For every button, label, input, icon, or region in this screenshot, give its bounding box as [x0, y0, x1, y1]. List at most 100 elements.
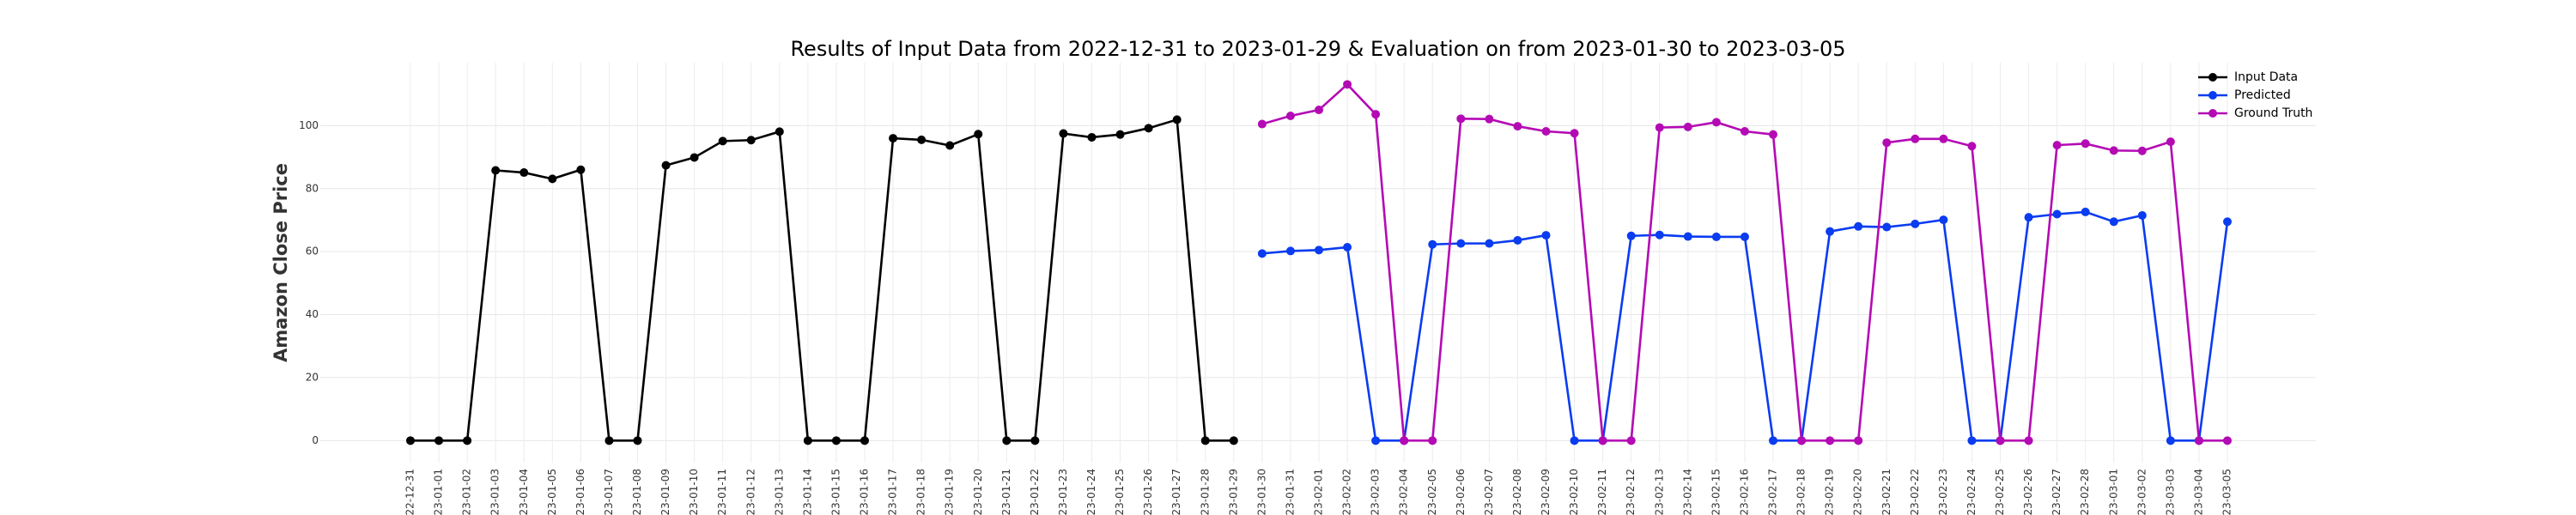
- data-point: [746, 136, 756, 145]
- legend-marker: [2208, 109, 2217, 118]
- data-point: [1711, 232, 1721, 241]
- y-axis-label: Amazon Close Price: [270, 163, 291, 362]
- x-tick-label: 2023-01-21: [1000, 469, 1012, 515]
- x-tick-label: 2023-01-03: [489, 469, 501, 515]
- data-point: [1371, 110, 1381, 119]
- data-point: [2081, 139, 2090, 148]
- x-tick-label: 2023-02-17: [1767, 469, 1779, 515]
- chart-title: Results of Input Data from 2022-12-31 to…: [790, 37, 1845, 61]
- data-point: [1087, 132, 1097, 142]
- x-tick-label: 2023-01-19: [944, 469, 956, 515]
- x-tick-label: 2023-01-30: [1255, 469, 1267, 515]
- data-point: [1229, 436, 1238, 445]
- data-point: [406, 436, 415, 445]
- x-tick-label: 2023-02-10: [1568, 469, 1580, 515]
- data-point: [1257, 249, 1267, 258]
- data-point: [1343, 80, 1352, 89]
- x-tick-label: 2023-01-13: [773, 469, 785, 515]
- y-tick-label: 80: [306, 182, 319, 194]
- data-point: [1882, 138, 1892, 148]
- data-point: [1626, 231, 1636, 240]
- x-tick-label: 2023-02-09: [1540, 469, 1552, 515]
- data-point: [831, 436, 841, 445]
- x-tick-label: 2023-02-20: [1852, 469, 1864, 515]
- x-tick-label: 2023-01-18: [915, 469, 927, 515]
- data-point: [2109, 217, 2118, 227]
- x-tick-label: 2023-02-04: [1398, 469, 1410, 515]
- data-point: [2223, 217, 2232, 227]
- x-tick-label: 2023-01-20: [972, 469, 984, 515]
- data-point: [1315, 106, 1323, 115]
- data-point: [2223, 436, 2232, 445]
- x-tick-label: 2023-01-26: [1142, 469, 1154, 515]
- x-tick-label: 2023-02-11: [1596, 469, 1608, 515]
- x-tick-label: 2023-01-05: [546, 469, 558, 515]
- data-point: [1485, 239, 1494, 248]
- data-point: [1513, 235, 1522, 245]
- x-tick-label: 2023-01-22: [1029, 469, 1041, 515]
- data-point: [1257, 119, 1267, 129]
- x-tick-label: 2023-02-02: [1341, 469, 1353, 515]
- data-point: [2081, 207, 2090, 216]
- data-point: [1315, 245, 1323, 255]
- data-point: [633, 436, 642, 445]
- legend-marker: [2208, 91, 2217, 100]
- x-tick-label: 2023-02-28: [2079, 469, 2091, 515]
- data-point: [803, 436, 812, 445]
- data-point: [2137, 146, 2147, 155]
- data-point: [1428, 239, 1437, 249]
- data-point: [548, 174, 557, 184]
- data-point: [1200, 436, 1210, 445]
- data-point: [1513, 122, 1522, 131]
- data-point: [1456, 239, 1466, 248]
- data-point: [2052, 141, 2062, 150]
- data-point: [1400, 436, 1409, 445]
- x-tick-label: 2023-02-15: [1710, 469, 1722, 515]
- legend-label: Input Data: [2234, 70, 2298, 84]
- data-point: [1059, 129, 1068, 138]
- data-point: [2166, 436, 2175, 445]
- data-point: [2166, 137, 2175, 147]
- data-point: [1911, 134, 1920, 143]
- data-point: [1882, 222, 1892, 232]
- x-tick-label: 2023-01-29: [1227, 469, 1239, 515]
- x-tick-label: 2023-01-10: [688, 469, 700, 515]
- data-point: [1030, 436, 1040, 445]
- x-tick-label: 2023-02-05: [1426, 469, 1438, 515]
- data-point: [1826, 227, 1835, 236]
- x-tick-label: 2023-01-07: [603, 469, 615, 515]
- data-point: [974, 130, 983, 139]
- data-point: [718, 136, 727, 146]
- x-tick-label: 2023-02-06: [1455, 469, 1467, 515]
- x-tick-label: 2023-03-01: [2107, 469, 2119, 515]
- x-tick-label: 2023-02-13: [1653, 469, 1665, 515]
- x-tick-label: 2023-03-04: [2192, 469, 2204, 515]
- data-point: [463, 436, 472, 445]
- x-tick-label: 2023-01-15: [829, 469, 841, 515]
- data-point: [1485, 114, 1494, 124]
- x-tick-label: 2023-03-03: [2164, 469, 2176, 515]
- x-tick-label: 2023-01-06: [574, 469, 586, 515]
- data-point: [2109, 146, 2118, 155]
- data-point: [1570, 436, 1579, 445]
- data-point: [690, 153, 699, 162]
- y-tick-label: 40: [306, 308, 319, 320]
- x-tick-label: 2023-01-14: [801, 469, 813, 515]
- data-point: [1144, 124, 1153, 133]
- data-point: [605, 436, 614, 445]
- data-point: [1541, 231, 1551, 240]
- grid: [320, 63, 2316, 463]
- data-point: [1002, 436, 1012, 445]
- data-point: [2024, 213, 2033, 222]
- data-point: [1967, 436, 1977, 445]
- data-point: [1854, 436, 1863, 445]
- data-point: [1655, 230, 1664, 239]
- x-tick-label: 2023-02-26: [2022, 469, 2034, 515]
- y-tick-label: 60: [306, 245, 319, 258]
- data-point: [1655, 123, 1664, 132]
- data-point: [1626, 436, 1636, 445]
- data-point: [2194, 436, 2203, 445]
- data-point: [434, 436, 444, 445]
- x-tick-label: 2023-01-11: [716, 469, 728, 515]
